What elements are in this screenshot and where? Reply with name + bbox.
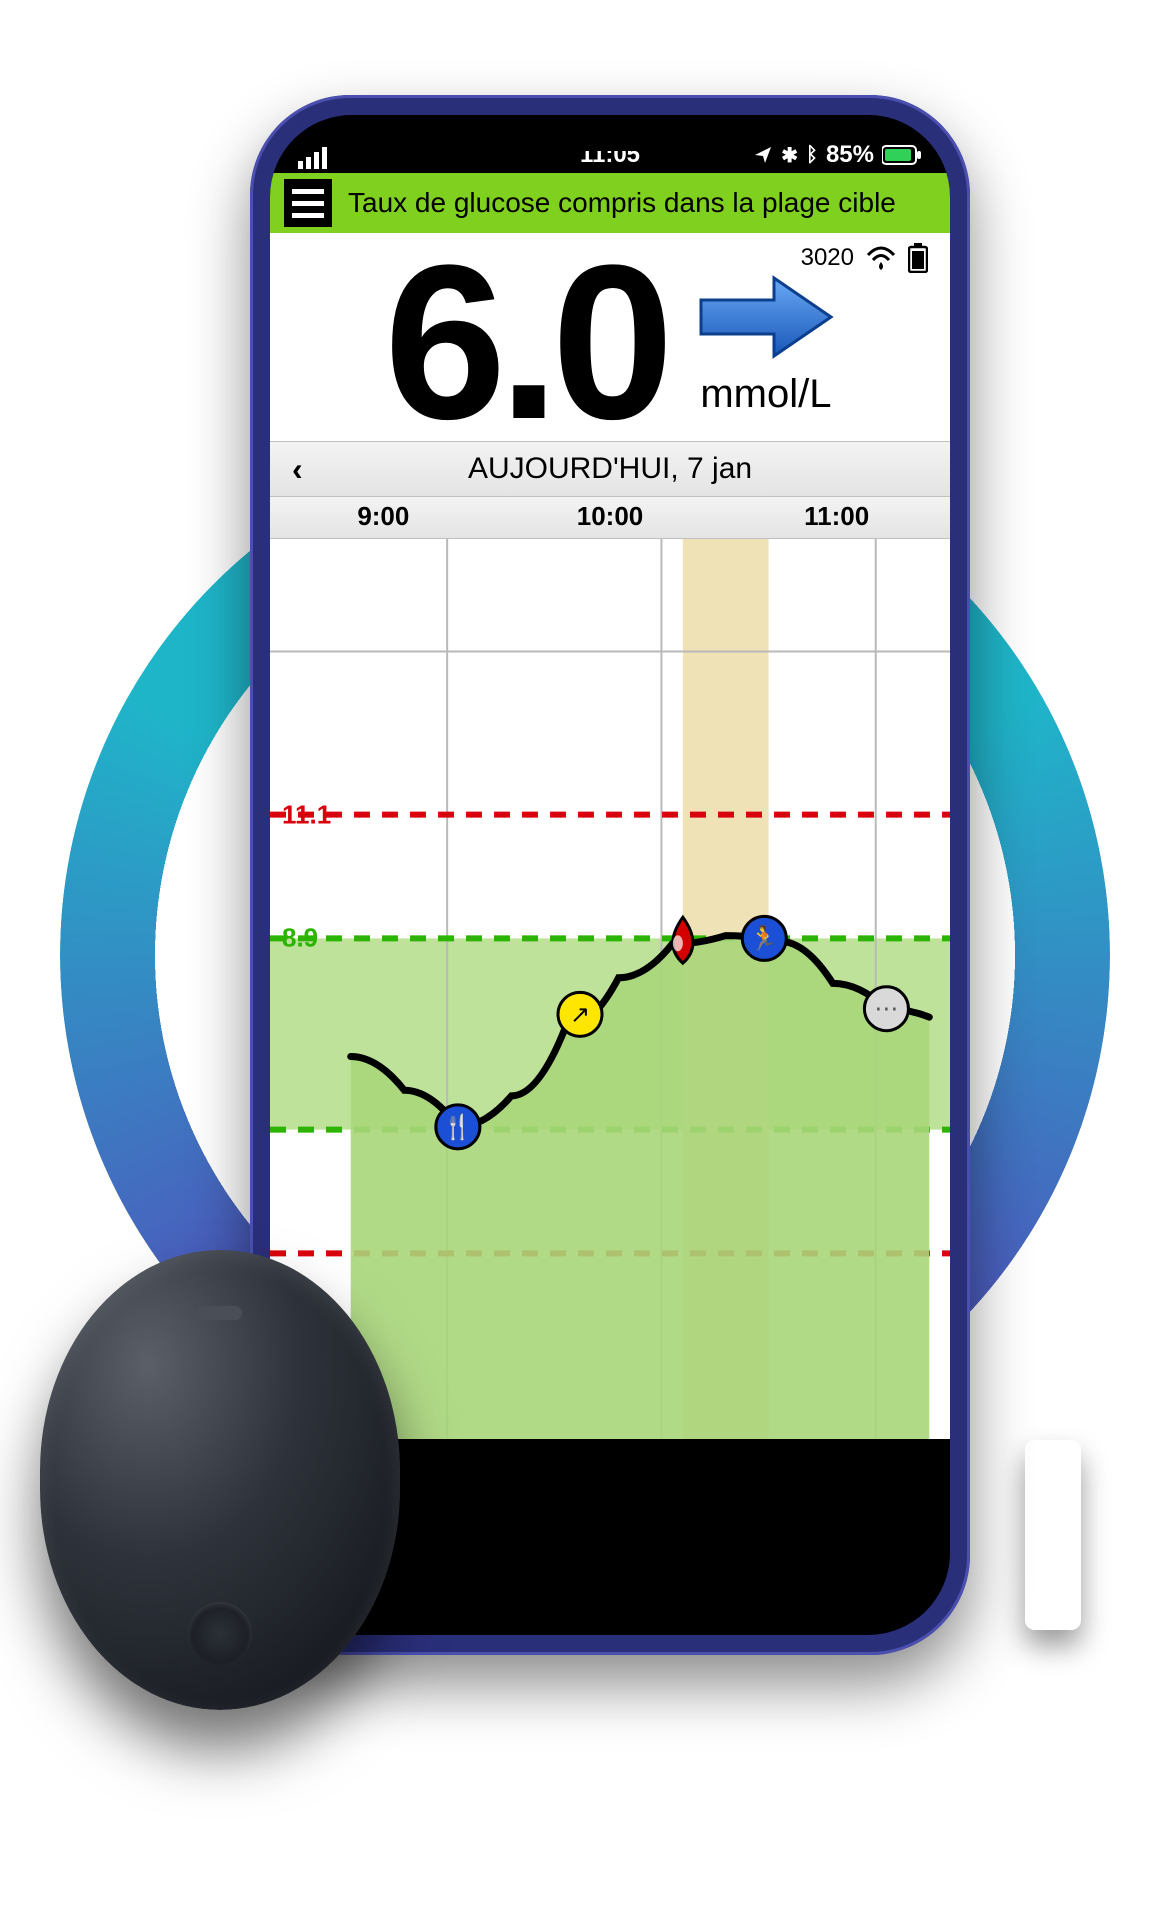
time-label: 10:00 bbox=[497, 501, 724, 532]
battery-percent: 85% bbox=[826, 141, 874, 169]
menu-button[interactable] bbox=[284, 179, 332, 227]
y-label-high: 11.1 bbox=[282, 799, 331, 830]
svg-text:🏃: 🏃 bbox=[749, 924, 779, 952]
trend-arrow-icon bbox=[696, 272, 836, 362]
time-label: 9:00 bbox=[270, 501, 497, 532]
svg-text:↗: ↗ bbox=[570, 1001, 590, 1028]
glucose-chart[interactable]: 🍴 ↗ 🏃 ⋯ 11.1 8.9 bbox=[270, 539, 950, 1439]
svg-text:🍴: 🍴 bbox=[443, 1113, 473, 1141]
battery-icon bbox=[882, 145, 922, 165]
alarm-icon: ✱ bbox=[781, 143, 798, 168]
signal-icon bbox=[298, 147, 332, 169]
wifi-drop-icon bbox=[866, 245, 896, 271]
date-label: AUJOURD'HUI, 7 jan bbox=[468, 452, 752, 486]
date-nav: ‹ AUJOURD'HUI, 7 jan bbox=[270, 441, 950, 497]
reading-panel: 3020 6.0 mmol/L bbox=[270, 233, 950, 441]
time-label: 11:00 bbox=[723, 501, 950, 532]
glucose-unit: mmol/L bbox=[700, 372, 831, 417]
time-axis-labels: 9:00 10:00 11:00 bbox=[270, 497, 950, 539]
device-code: 3020 bbox=[801, 244, 854, 272]
location-icon bbox=[753, 145, 773, 165]
glucose-value: 6.0 bbox=[384, 243, 666, 441]
banner-text: Taux de glucose compris dans la plage ci… bbox=[348, 187, 896, 219]
prev-day-button[interactable]: ‹ bbox=[292, 451, 303, 488]
phone-notch bbox=[470, 115, 750, 151]
sensor-transmitter-device bbox=[40, 1250, 400, 1710]
bluetooth-icon: ᛒ bbox=[806, 144, 818, 167]
svg-text:⋯: ⋯ bbox=[874, 996, 898, 1023]
sensor-capsule-device bbox=[1025, 1440, 1081, 1630]
y-label-target: 8.9 bbox=[282, 923, 318, 954]
device-battery-icon bbox=[908, 243, 928, 273]
